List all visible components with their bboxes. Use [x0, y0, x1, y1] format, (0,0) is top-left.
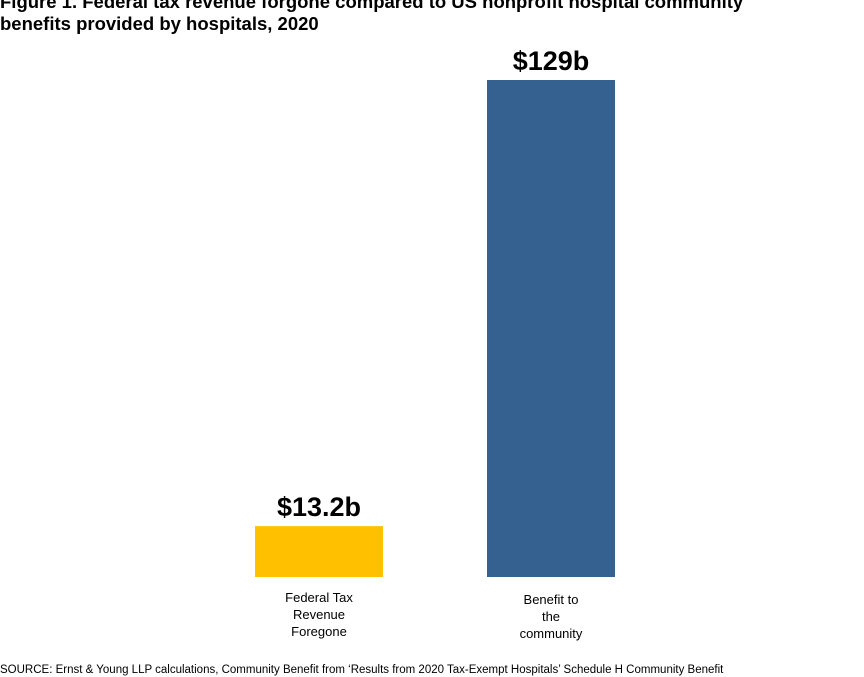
category-label-1: Benefit to the community	[520, 592, 583, 641]
category-label-1-line-2: community	[520, 626, 583, 641]
category-label-0-line-0: Federal Tax	[285, 590, 353, 605]
category-label-1-line-0: Benefit to	[524, 592, 579, 607]
bar-0	[255, 526, 383, 577]
category-label-0-line-2: Foregone	[291, 624, 347, 639]
category-label-0-line-1: Revenue	[293, 607, 345, 622]
category-label-0: Federal Tax Revenue Foregone	[285, 590, 353, 639]
data-label-1: $129b	[513, 46, 590, 76]
bar-1	[487, 80, 615, 577]
chart-title-line-2: benefits provided by hospitals, 2020	[0, 13, 319, 34]
chart-title-line-1: Figure 1. Federal tax revenue forgone co…	[0, 0, 744, 12]
category-label-1-line-1: the	[542, 609, 560, 624]
source-note: SOURCE: Ernst & Young LLP calculations, …	[0, 664, 724, 676]
data-label-0: $13.2b	[277, 492, 361, 522]
chart-title: Figure 1. Federal tax revenue forgone co…	[0, 0, 864, 35]
